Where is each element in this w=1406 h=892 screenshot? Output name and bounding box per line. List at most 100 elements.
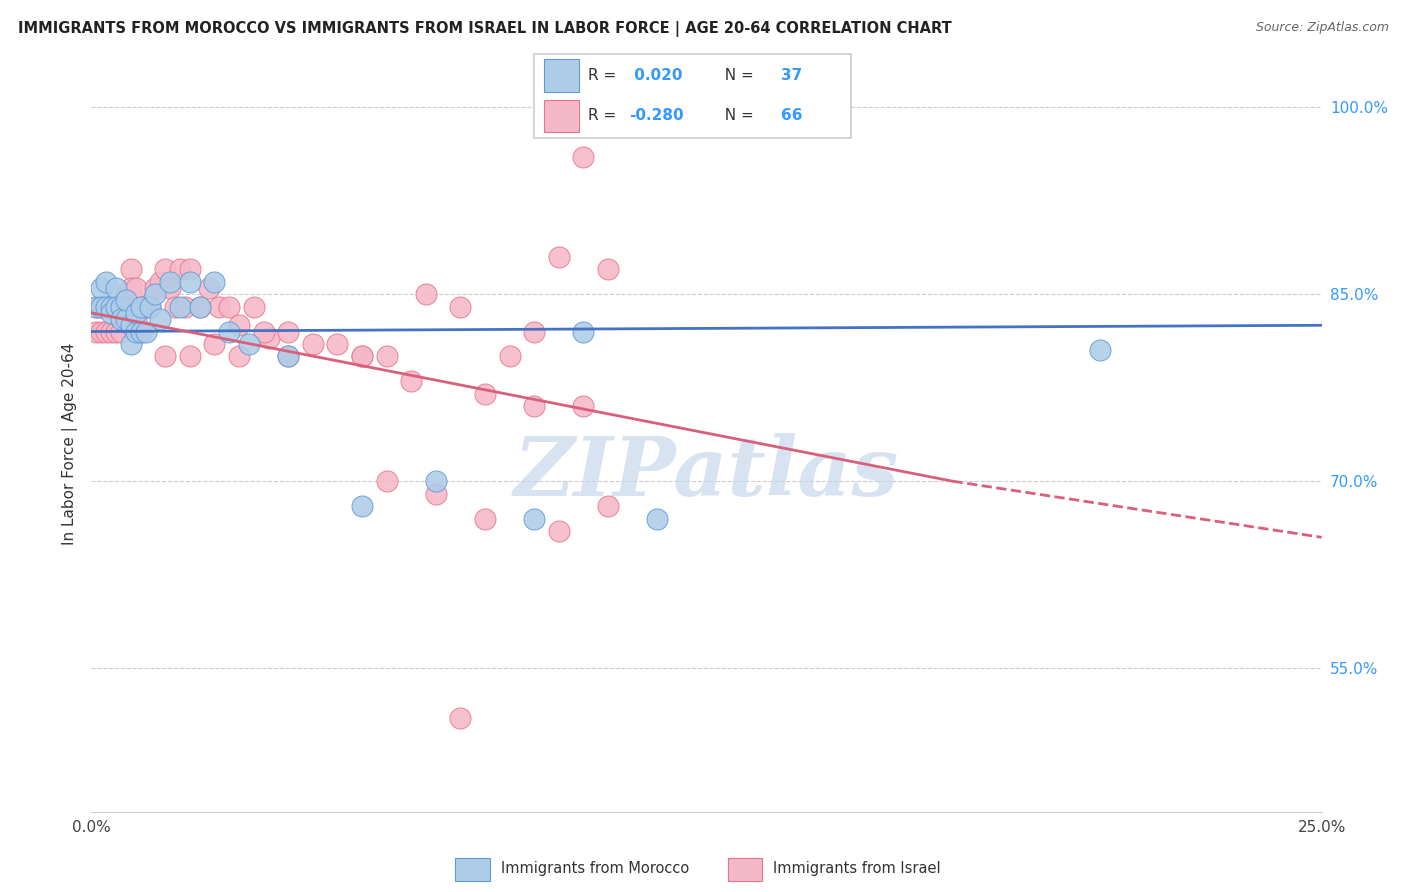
Point: [596, 262, 619, 277]
Point: [100, 300, 122, 314]
Point: [159, 281, 181, 295]
Text: N =: N =: [714, 68, 758, 83]
Point: [163, 300, 186, 314]
Point: [149, 275, 172, 289]
Point: [257, 331, 280, 345]
Point: [547, 524, 569, 538]
Point: [135, 325, 156, 339]
Point: [145, 287, 166, 301]
Point: [399, 375, 422, 389]
Point: [277, 350, 299, 364]
Point: [425, 486, 447, 500]
Point: [449, 711, 471, 725]
Point: [547, 250, 569, 264]
Point: [114, 287, 138, 301]
Text: Source: ZipAtlas.com: Source: ZipAtlas.com: [1256, 21, 1389, 35]
Point: [253, 325, 276, 339]
Text: ZIPatlas: ZIPatlas: [513, 434, 900, 513]
Point: [242, 300, 264, 314]
Point: [96, 325, 117, 339]
Point: [174, 300, 197, 314]
Y-axis label: In Labor Force | Age 20-64: In Labor Force | Age 20-64: [62, 343, 77, 545]
Point: [110, 312, 132, 326]
Text: 66: 66: [782, 108, 803, 123]
Point: [114, 293, 138, 308]
Point: [129, 325, 152, 339]
Point: [498, 350, 520, 364]
Text: N =: N =: [714, 108, 758, 123]
Point: [523, 400, 546, 414]
Point: [352, 350, 374, 364]
Point: [96, 300, 117, 314]
Point: [523, 325, 546, 339]
Bar: [728, 857, 762, 880]
Point: [228, 350, 250, 364]
Point: [105, 281, 127, 295]
Text: 0.020: 0.020: [630, 68, 683, 83]
Point: [596, 499, 619, 513]
Text: R =: R =: [588, 108, 621, 123]
Point: [153, 262, 177, 277]
Point: [139, 300, 162, 314]
Point: [153, 350, 177, 364]
Point: [100, 325, 122, 339]
Point: [474, 387, 496, 401]
Text: R =: R =: [588, 68, 621, 83]
Point: [159, 275, 181, 289]
Point: [218, 325, 240, 339]
Point: [352, 499, 374, 513]
Point: [124, 306, 146, 320]
Point: [129, 325, 152, 339]
Point: [145, 281, 166, 295]
Point: [100, 300, 122, 314]
Point: [105, 300, 127, 314]
Point: [179, 275, 201, 289]
Point: [202, 337, 225, 351]
Point: [124, 325, 146, 339]
Point: [124, 312, 146, 326]
Point: [86, 300, 108, 314]
Point: [572, 325, 595, 339]
Point: [100, 306, 122, 320]
Point: [124, 281, 146, 295]
Text: IMMIGRANTS FROM MOROCCO VS IMMIGRANTS FROM ISRAEL IN LABOR FORCE | AGE 20-64 COR: IMMIGRANTS FROM MOROCCO VS IMMIGRANTS FR…: [18, 21, 952, 37]
Point: [188, 300, 211, 314]
Point: [415, 287, 437, 301]
Bar: [544, 60, 579, 92]
Point: [110, 312, 132, 326]
Point: [90, 281, 112, 295]
Point: [120, 281, 142, 295]
Point: [218, 300, 240, 314]
Point: [120, 262, 142, 277]
Point: [105, 325, 127, 339]
Text: -0.280: -0.280: [630, 108, 683, 123]
Point: [326, 337, 349, 351]
Point: [572, 400, 595, 414]
Point: [114, 312, 138, 326]
Point: [238, 337, 260, 351]
Point: [352, 350, 374, 364]
Point: [169, 262, 191, 277]
Point: [135, 300, 156, 314]
Point: [523, 511, 546, 525]
Point: [129, 300, 152, 314]
Point: [375, 474, 398, 488]
Point: [449, 300, 471, 314]
Point: [425, 474, 447, 488]
Point: [96, 275, 117, 289]
Point: [572, 150, 595, 164]
Point: [179, 350, 201, 364]
Point: [86, 325, 108, 339]
Point: [90, 300, 112, 314]
Point: [202, 275, 225, 289]
Point: [90, 325, 112, 339]
Point: [277, 325, 299, 339]
Point: [139, 300, 162, 314]
Point: [110, 325, 132, 339]
Point: [301, 337, 323, 351]
Point: [375, 350, 398, 364]
Point: [86, 300, 108, 314]
Point: [198, 281, 221, 295]
Point: [129, 300, 152, 314]
Text: Immigrants from Morocco: Immigrants from Morocco: [501, 862, 689, 876]
